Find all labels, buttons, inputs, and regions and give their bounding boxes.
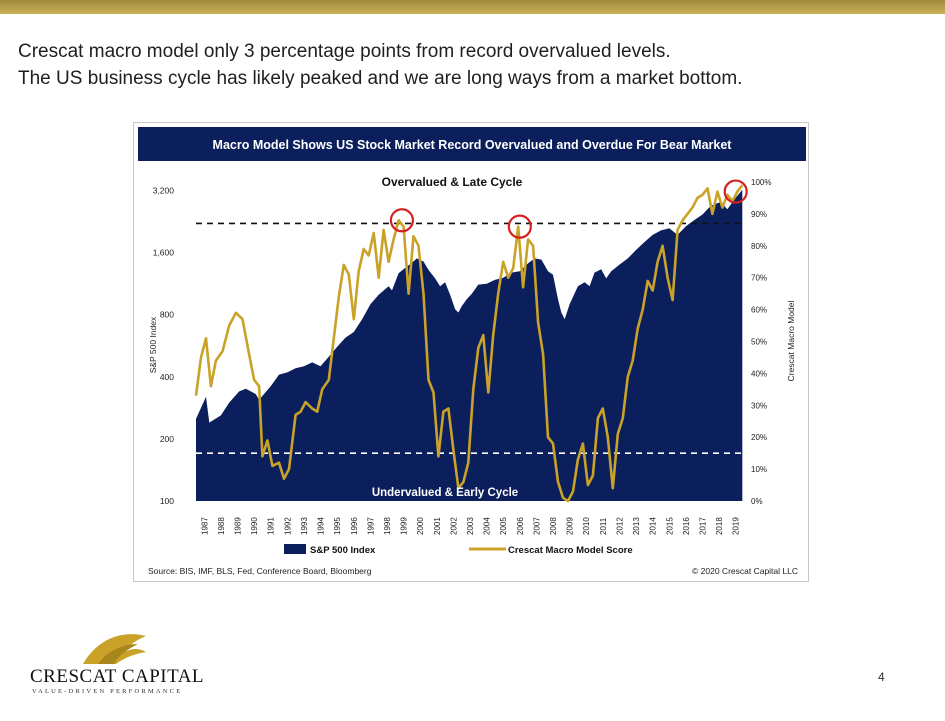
right-tick-label: 100% xyxy=(751,178,771,187)
right-axis-title: Crescat Macro Model xyxy=(786,301,796,382)
left-tick-label: 800 xyxy=(160,310,174,320)
logo-name: CRESCAT CAPITAL xyxy=(30,666,205,687)
logo-tagline: VALUE-DRIVEN PERFORMANCE xyxy=(32,688,183,695)
chart-title-bar xyxy=(138,127,806,161)
x-tick-label: 2015 xyxy=(665,517,674,535)
right-tick-label: 10% xyxy=(751,465,767,474)
x-tick-label: 2010 xyxy=(582,517,591,535)
x-tick-label: 2004 xyxy=(483,517,492,535)
peak-circle-2 xyxy=(507,214,532,239)
x-tick-label: 2005 xyxy=(499,517,508,535)
x-tick-label: 1998 xyxy=(383,517,392,535)
page-number: 4 xyxy=(878,670,885,684)
x-tick-label: 2013 xyxy=(632,517,641,535)
x-tick-label: 1999 xyxy=(400,517,409,535)
crescat-logo-icon xyxy=(83,634,146,664)
x-tick-label: 2014 xyxy=(649,517,658,535)
legend-label-sp500: S&P 500 Index xyxy=(310,545,376,556)
x-tick-label: 2012 xyxy=(615,517,624,535)
right-tick-label: 70% xyxy=(751,274,767,283)
macro-model-chart: Macro Model Shows US Stock Market Record… xyxy=(138,127,806,576)
peak-circle-3 xyxy=(723,179,748,204)
x-tick-label: 2007 xyxy=(532,517,541,535)
left-tick-label: 200 xyxy=(160,434,174,444)
right-tick-label: 0% xyxy=(751,497,763,506)
x-tick-label: 1988 xyxy=(217,517,226,535)
x-tick-label: 2017 xyxy=(698,517,707,535)
headline-line-2: The US business cycle has likely peaked … xyxy=(18,68,743,89)
right-tick-label: 40% xyxy=(751,369,767,378)
x-tick-label: 1996 xyxy=(350,517,359,535)
x-tick-label: 2019 xyxy=(732,517,741,535)
x-tick-label: 2006 xyxy=(516,517,525,535)
x-tick-label: 1989 xyxy=(234,517,243,535)
chart-title: Macro Model Shows US Stock Market Record… xyxy=(213,138,733,152)
x-tick-label: 2008 xyxy=(549,517,558,535)
macro-model-line xyxy=(194,184,744,503)
right-tick-label: 50% xyxy=(751,338,767,347)
legend-swatch-area xyxy=(284,544,306,554)
left-tick-label: 400 xyxy=(160,372,174,382)
x-tick-label: 1992 xyxy=(283,517,292,535)
x-tick-label: 1990 xyxy=(250,517,259,535)
x-tick-label: 2003 xyxy=(466,517,475,535)
x-tick-label: 1993 xyxy=(300,517,309,535)
left-tick-label: 100 xyxy=(160,496,174,506)
x-tick-label: 1987 xyxy=(200,517,209,535)
x-tick-label: 2016 xyxy=(682,517,691,535)
x-tick-label: 1991 xyxy=(267,517,276,535)
left-tick-label: 3,200 xyxy=(153,186,175,196)
x-tick-label: 2018 xyxy=(715,517,724,535)
x-tick-label: 1995 xyxy=(333,517,342,535)
x-tick-label: 1997 xyxy=(366,517,375,535)
headline-line-1: Crescat macro model only 3 percentage po… xyxy=(18,41,671,62)
right-tick-label: 20% xyxy=(751,433,767,442)
right-tick-label: 30% xyxy=(751,401,767,410)
slide-headline: Crescat macro model only 3 percentage po… xyxy=(18,38,742,92)
x-tick-label: 2000 xyxy=(416,517,425,535)
right-tick-label: 60% xyxy=(751,306,767,315)
chart-source: Source: BIS, IMF, BLS, Fed, Conference B… xyxy=(148,566,372,576)
right-tick-label: 80% xyxy=(751,242,767,251)
x-tick-label: 2002 xyxy=(449,517,458,535)
x-tick-label: 2001 xyxy=(433,517,442,535)
right-tick-label: 90% xyxy=(751,210,767,219)
x-tick-label: 1994 xyxy=(317,517,326,535)
annotation-overvalued: Overvalued & Late Cycle xyxy=(382,175,523,189)
top-accent-bar xyxy=(0,0,945,14)
peak-circle-1 xyxy=(389,208,415,233)
chart-copyright: © 2020 Crescat Capital LLC xyxy=(692,566,798,576)
x-tick-label: 2011 xyxy=(599,517,608,535)
chart-frame: Macro Model Shows US Stock Market Record… xyxy=(133,122,809,582)
left-tick-label: 1,600 xyxy=(153,248,175,258)
x-tick-label: 2009 xyxy=(566,517,575,535)
left-axis-title: S&P 500 Index xyxy=(148,316,158,373)
legend-label-macro: Crescat Macro Model Score xyxy=(508,545,633,556)
annotation-undervalued: Undervalued & Early Cycle xyxy=(372,487,518,499)
